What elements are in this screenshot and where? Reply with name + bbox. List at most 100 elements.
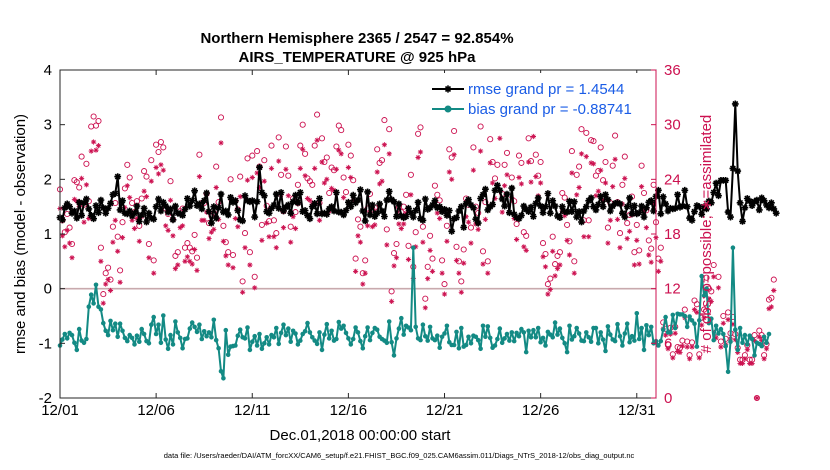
bias-point bbox=[288, 339, 294, 345]
obs-possible-point bbox=[309, 181, 316, 188]
bias-point bbox=[286, 326, 291, 331]
obs-assimilated-point bbox=[756, 334, 762, 340]
obs-assimilated-point bbox=[538, 180, 544, 186]
obs-possible-point bbox=[261, 157, 268, 164]
bias-point bbox=[326, 336, 332, 341]
obs-assimilated-point bbox=[449, 176, 455, 182]
bias-point bbox=[454, 329, 459, 335]
obs-possible-point bbox=[217, 114, 225, 121]
obs-assimilated-point bbox=[105, 277, 111, 283]
bias-point bbox=[521, 330, 527, 335]
rmse-point bbox=[710, 189, 718, 196]
rmse-point bbox=[256, 163, 263, 171]
obs-assimilated-point bbox=[151, 270, 157, 276]
obs-assimilated-point bbox=[304, 195, 311, 202]
rmse-point bbox=[743, 195, 751, 202]
obs-assimilated-point bbox=[425, 276, 431, 282]
obs-possible-point bbox=[544, 281, 551, 288]
rmse-point bbox=[208, 219, 215, 227]
obs-possible-point bbox=[174, 249, 181, 256]
obs-assimilated-point bbox=[110, 239, 116, 245]
obs-assimilated-point bbox=[360, 281, 366, 287]
obs-assimilated-point bbox=[711, 274, 717, 280]
bias-point bbox=[322, 332, 327, 337]
rmse-point bbox=[582, 203, 590, 211]
rmse-point bbox=[342, 207, 350, 214]
obs-possible-point bbox=[251, 273, 258, 280]
obs-assimilated-point bbox=[607, 217, 613, 223]
obs-possible-point bbox=[278, 171, 285, 178]
obs-assimilated-point bbox=[261, 178, 267, 184]
obs-possible-point bbox=[314, 111, 321, 118]
bias-point bbox=[600, 337, 606, 342]
rmse-point bbox=[205, 208, 213, 215]
obs-possible-point bbox=[95, 117, 102, 125]
rmse-point bbox=[628, 210, 636, 218]
bias-point bbox=[615, 321, 620, 327]
y-right-tick-label: 30 bbox=[664, 117, 681, 134]
obs-assimilated-point bbox=[622, 175, 628, 181]
rmse-point bbox=[534, 194, 542, 202]
bias-point bbox=[634, 311, 640, 316]
obs-possible-point bbox=[508, 174, 515, 181]
rmse-point bbox=[484, 206, 492, 214]
obs-possible-point bbox=[515, 152, 523, 159]
rmse-point bbox=[270, 201, 278, 209]
rmse-point bbox=[306, 215, 314, 223]
rmse-point bbox=[578, 218, 585, 226]
obs-assimilated-point bbox=[182, 258, 188, 264]
obs-possible-point bbox=[345, 141, 352, 148]
bias-point bbox=[509, 330, 515, 335]
obs-assimilated-point bbox=[141, 188, 147, 194]
obs-assimilated-point bbox=[74, 198, 80, 204]
obs-assimilated-point bbox=[83, 182, 89, 188]
rmse-point bbox=[99, 204, 107, 212]
rmse-point bbox=[414, 198, 422, 206]
rmse-point bbox=[227, 194, 234, 201]
rmse-point bbox=[198, 205, 206, 213]
rmse-point bbox=[138, 211, 146, 219]
obs-assimilated-point bbox=[345, 164, 351, 171]
y-left-tick-label: 3 bbox=[44, 117, 52, 134]
rmse-point bbox=[222, 207, 230, 215]
obs-possible-point bbox=[268, 142, 275, 149]
rmse-point bbox=[739, 218, 746, 225]
obs-assimilated-point bbox=[283, 166, 289, 172]
rmse-point bbox=[546, 209, 554, 217]
obs-assimilated-point bbox=[273, 245, 279, 251]
bias-point bbox=[766, 331, 772, 337]
legend-rmse-marker bbox=[444, 85, 452, 93]
obs-assimilated-point bbox=[542, 264, 549, 270]
rmse-point bbox=[390, 198, 398, 206]
obs-possible-point bbox=[640, 189, 648, 197]
bias-point bbox=[749, 336, 755, 342]
bias-point bbox=[492, 343, 498, 348]
bias-point bbox=[660, 327, 666, 333]
rmse-point bbox=[647, 197, 655, 205]
bias-point bbox=[259, 346, 265, 352]
rmse-point bbox=[760, 197, 768, 205]
rmse-point bbox=[729, 165, 737, 172]
bias-point bbox=[394, 336, 399, 341]
obs-assimilated-point bbox=[321, 180, 327, 186]
obs-assimilated-point bbox=[312, 165, 318, 171]
obs-possible-point bbox=[285, 172, 292, 179]
rmse-point bbox=[753, 196, 761, 204]
obs-possible-point bbox=[227, 176, 234, 183]
rmse-point bbox=[104, 204, 112, 212]
obs-assimilated-point bbox=[324, 176, 330, 182]
bias-point bbox=[250, 339, 255, 345]
rmse-point bbox=[164, 208, 172, 216]
obs-possible-point bbox=[114, 233, 121, 240]
rmse-point bbox=[741, 204, 749, 212]
rmse-point bbox=[498, 195, 506, 203]
bias-point bbox=[64, 336, 70, 341]
bias-point bbox=[139, 326, 144, 332]
bias-point bbox=[437, 345, 443, 351]
obs-assimilated-point bbox=[86, 215, 92, 222]
bias-point bbox=[122, 335, 128, 341]
rmse-point bbox=[373, 209, 381, 217]
rmse-point bbox=[734, 167, 742, 175]
bias-point bbox=[499, 340, 505, 346]
bias-point bbox=[108, 318, 113, 324]
